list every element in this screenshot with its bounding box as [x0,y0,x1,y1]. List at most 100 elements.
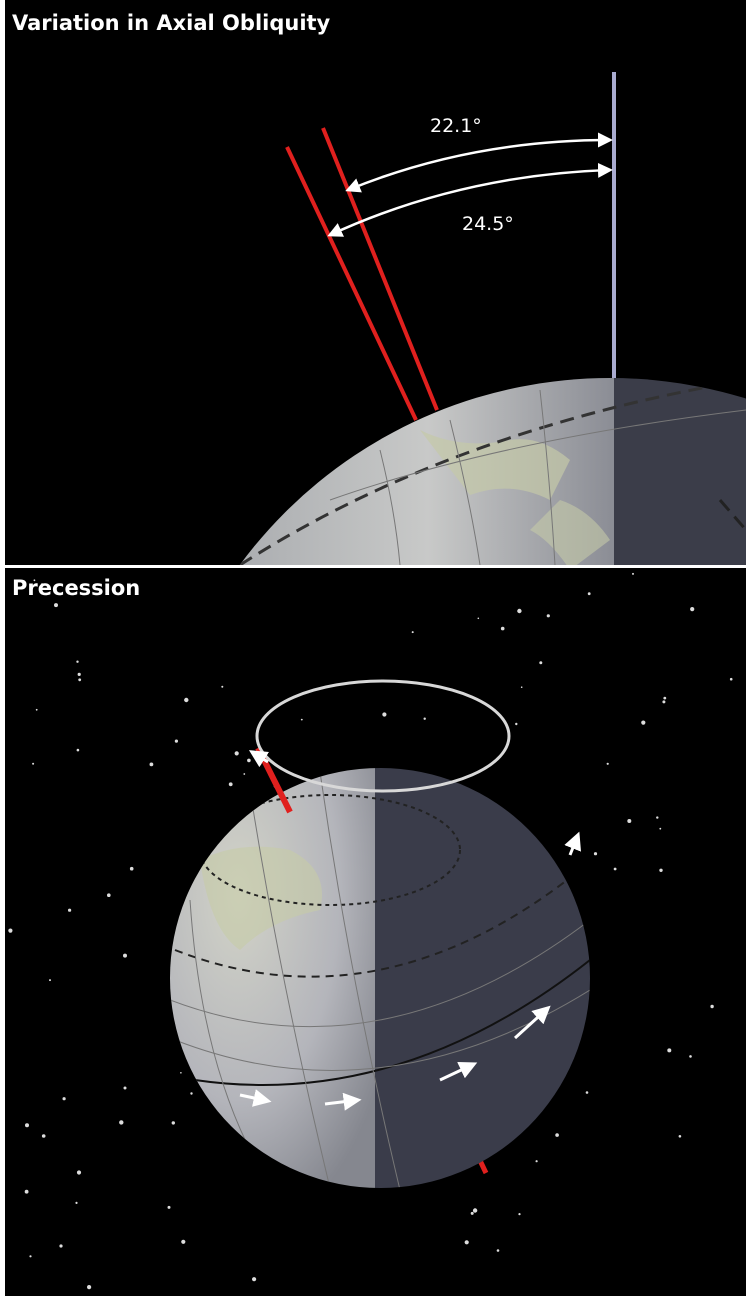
star [477,617,480,620]
star [228,782,233,787]
continent [530,500,610,565]
star [123,953,127,958]
star [411,631,414,634]
star [119,1120,124,1125]
star [555,1133,559,1137]
precession-arrow [248,750,269,768]
grid-line [189,899,251,1151]
star [472,1208,478,1213]
star [149,762,154,767]
star [500,626,505,631]
star [181,1239,186,1244]
star [613,867,617,871]
rotation-arrow [324,1092,362,1111]
equator [194,959,590,1086]
star [234,751,239,756]
star [539,661,543,665]
grid-line [379,449,401,565]
star [76,748,80,752]
obliquity-panel: Variation in Axial Obliquity 22.1° 24.5° [5,0,746,565]
star [662,700,666,704]
star [129,866,134,871]
star [75,1201,78,1204]
star [29,1255,32,1258]
star [641,720,646,725]
star [62,1097,66,1101]
rotation-arrow [564,831,582,856]
star [68,908,72,912]
star [656,816,659,819]
star [729,677,733,681]
angle-arc [327,162,613,237]
star [76,660,79,663]
star [171,1121,175,1125]
grid-line [539,389,556,565]
star [123,1086,127,1090]
rotation-arrow [239,1089,272,1107]
star [24,1189,29,1194]
star [167,1205,171,1209]
star [78,678,82,682]
grid-line [249,789,331,1188]
star [41,1134,46,1138]
grid-line [449,419,481,565]
star [710,1004,714,1009]
star [243,773,246,775]
rotation-arrow [439,1061,478,1082]
star [517,608,522,614]
star [190,1092,193,1095]
grid-line [170,919,590,1028]
star [470,1211,474,1215]
continent [200,846,322,950]
latitude-dashed [239,378,746,565]
latitude-dashed [718,499,746,531]
star [87,1285,92,1290]
panel-title: Precession [12,576,140,600]
panel-title: Variation in Axial Obliquity [12,11,331,35]
star [174,739,178,743]
star [627,819,632,823]
star [76,1170,82,1175]
star [587,592,591,596]
star [49,979,51,982]
star [667,1048,672,1053]
star [40,583,44,587]
star [8,928,13,933]
grid-line [329,409,746,501]
precession-panel: Precession [5,568,746,1296]
angle-label: 24.5° [462,213,514,235]
star [585,1091,589,1094]
star [520,686,523,688]
star [59,1244,63,1248]
star [663,696,667,700]
star [535,1160,538,1163]
star [464,1240,469,1245]
star [33,579,36,582]
star [54,603,58,608]
precession-circle [255,679,511,793]
star [678,1135,682,1138]
star [518,1213,521,1216]
latitude-dashed [199,794,461,906]
star [690,607,695,612]
star [659,868,663,872]
star [659,827,662,830]
star [247,758,251,763]
star [180,1072,182,1074]
angle-label: 22.1° [430,115,482,137]
star [689,1055,692,1058]
star [25,1123,29,1128]
globe-dark [614,378,746,565]
star [184,697,189,703]
star [107,893,111,897]
rotation-arrow [513,1005,551,1040]
latitude-dashed [174,869,581,978]
star [300,718,303,721]
star [423,717,426,720]
star [32,762,35,765]
star [77,672,81,677]
stars [8,572,733,1290]
star [593,852,598,856]
star [252,1277,257,1282]
